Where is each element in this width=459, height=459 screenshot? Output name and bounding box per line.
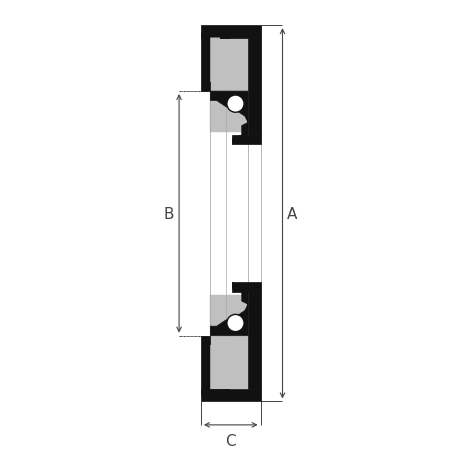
Polygon shape <box>232 136 260 145</box>
Polygon shape <box>210 345 219 389</box>
Polygon shape <box>201 39 210 92</box>
Polygon shape <box>232 283 260 292</box>
Polygon shape <box>201 26 260 39</box>
Text: C: C <box>225 433 235 448</box>
Circle shape <box>226 315 244 332</box>
Circle shape <box>226 96 244 113</box>
Polygon shape <box>201 389 229 395</box>
Polygon shape <box>210 295 247 389</box>
Polygon shape <box>210 92 247 145</box>
Polygon shape <box>201 389 260 402</box>
Text: B: B <box>163 207 174 221</box>
Text: A: A <box>286 207 297 221</box>
Polygon shape <box>210 283 247 336</box>
Polygon shape <box>201 336 210 389</box>
Polygon shape <box>210 39 247 133</box>
Polygon shape <box>247 39 260 136</box>
Polygon shape <box>201 33 229 39</box>
Polygon shape <box>210 39 219 83</box>
Polygon shape <box>247 292 260 389</box>
